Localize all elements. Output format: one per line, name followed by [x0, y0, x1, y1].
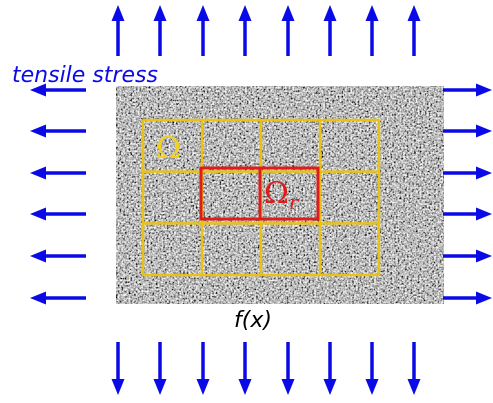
arrow-left: [30, 291, 86, 305]
arrow-down: [238, 342, 252, 395]
arrow-left: [30, 249, 86, 263]
arrow-right: [443, 166, 492, 180]
arrow-right: [443, 291, 492, 305]
arrow-up: [281, 5, 295, 56]
arrow-left: [30, 83, 86, 97]
arrow-down: [281, 342, 295, 395]
tensile-stress-arrows: [30, 5, 492, 395]
arrow-up: [407, 5, 421, 56]
arrow-up: [323, 5, 337, 56]
subregion-omega-r-label: Ωr: [264, 176, 300, 214]
arrow-down: [365, 342, 379, 395]
arrow-right: [443, 249, 492, 263]
arrow-up: [365, 5, 379, 56]
speckle-specimen: [116, 86, 444, 304]
arrow-up: [238, 5, 252, 56]
arrow-up: [111, 5, 125, 56]
arrow-up: [153, 5, 167, 56]
arrow-down: [111, 342, 125, 395]
arrow-down: [196, 342, 210, 395]
arrow-left: [30, 166, 86, 180]
arrow-up: [196, 5, 210, 56]
arrow-down: [407, 342, 421, 395]
subregion-subscript: r: [289, 190, 300, 214]
subregion-symbol: Ω: [264, 176, 289, 211]
arrow-left: [30, 124, 86, 138]
function-fx-label: f(x): [234, 308, 272, 333]
arrow-right: [443, 83, 492, 97]
tensile-stress-label: tensile stress: [12, 63, 158, 88]
region-omega-label: Ω: [156, 131, 181, 166]
arrow-down: [153, 342, 167, 395]
arrow-right: [443, 124, 492, 138]
arrow-right: [443, 207, 492, 221]
arrow-left: [30, 207, 86, 221]
arrow-down: [323, 342, 337, 395]
